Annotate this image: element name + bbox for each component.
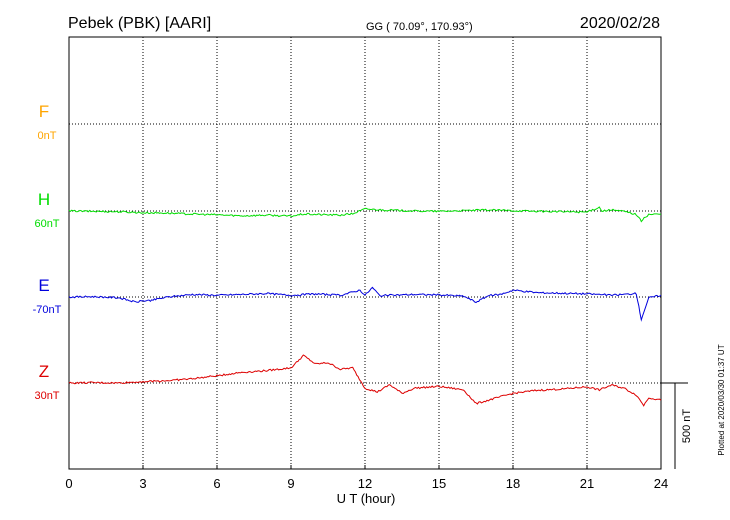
station-title: Pebek (PBK) [AARI] — [68, 15, 211, 32]
x-tick-label: 12 — [358, 476, 372, 491]
x-axis-label: U T (hour) — [337, 491, 396, 506]
scale-bar-label: 500 nT — [681, 409, 693, 444]
channel-offset-z: 30nT — [34, 390, 59, 402]
x-axis-ticks: 0 3 6 9 12 15 18 21 24 — [65, 465, 668, 491]
channel-labels: F 0nT H 60nT E -70nT Z 30nT — [33, 102, 62, 402]
x-tick-label: 21 — [580, 476, 594, 491]
date-label: 2020/02/28 — [580, 15, 660, 32]
trace-h — [68, 206, 662, 223]
x-tick-label: 9 — [287, 476, 294, 491]
x-tick-label: 6 — [213, 476, 220, 491]
channel-name-f: F — [39, 102, 49, 121]
trace-z — [68, 354, 662, 407]
scale-bar: 500 nT — [661, 382, 693, 469]
channel-name-z: Z — [39, 362, 49, 381]
x-tick-label: 18 — [506, 476, 520, 491]
trace-e — [68, 286, 662, 322]
plotted-at-note: Plotted at 2020/03/30 01:37 UT — [717, 344, 726, 455]
trace-layer — [68, 206, 662, 407]
grid-lines — [69, 37, 661, 469]
channel-offset-f: 0nT — [38, 130, 57, 142]
x-tick-label: 3 — [139, 476, 146, 491]
channel-name-h: H — [38, 190, 50, 209]
channel-offset-e: -70nT — [33, 304, 62, 316]
channel-offset-h: 60nT — [34, 218, 59, 230]
x-tick-label: 0 — [65, 476, 72, 491]
x-tick-label: 15 — [432, 476, 446, 491]
channel-name-e: E — [38, 276, 49, 295]
x-tick-label: 24 — [654, 476, 668, 491]
coords-label: GG ( 70.09°, 170.93°) — [366, 21, 473, 33]
